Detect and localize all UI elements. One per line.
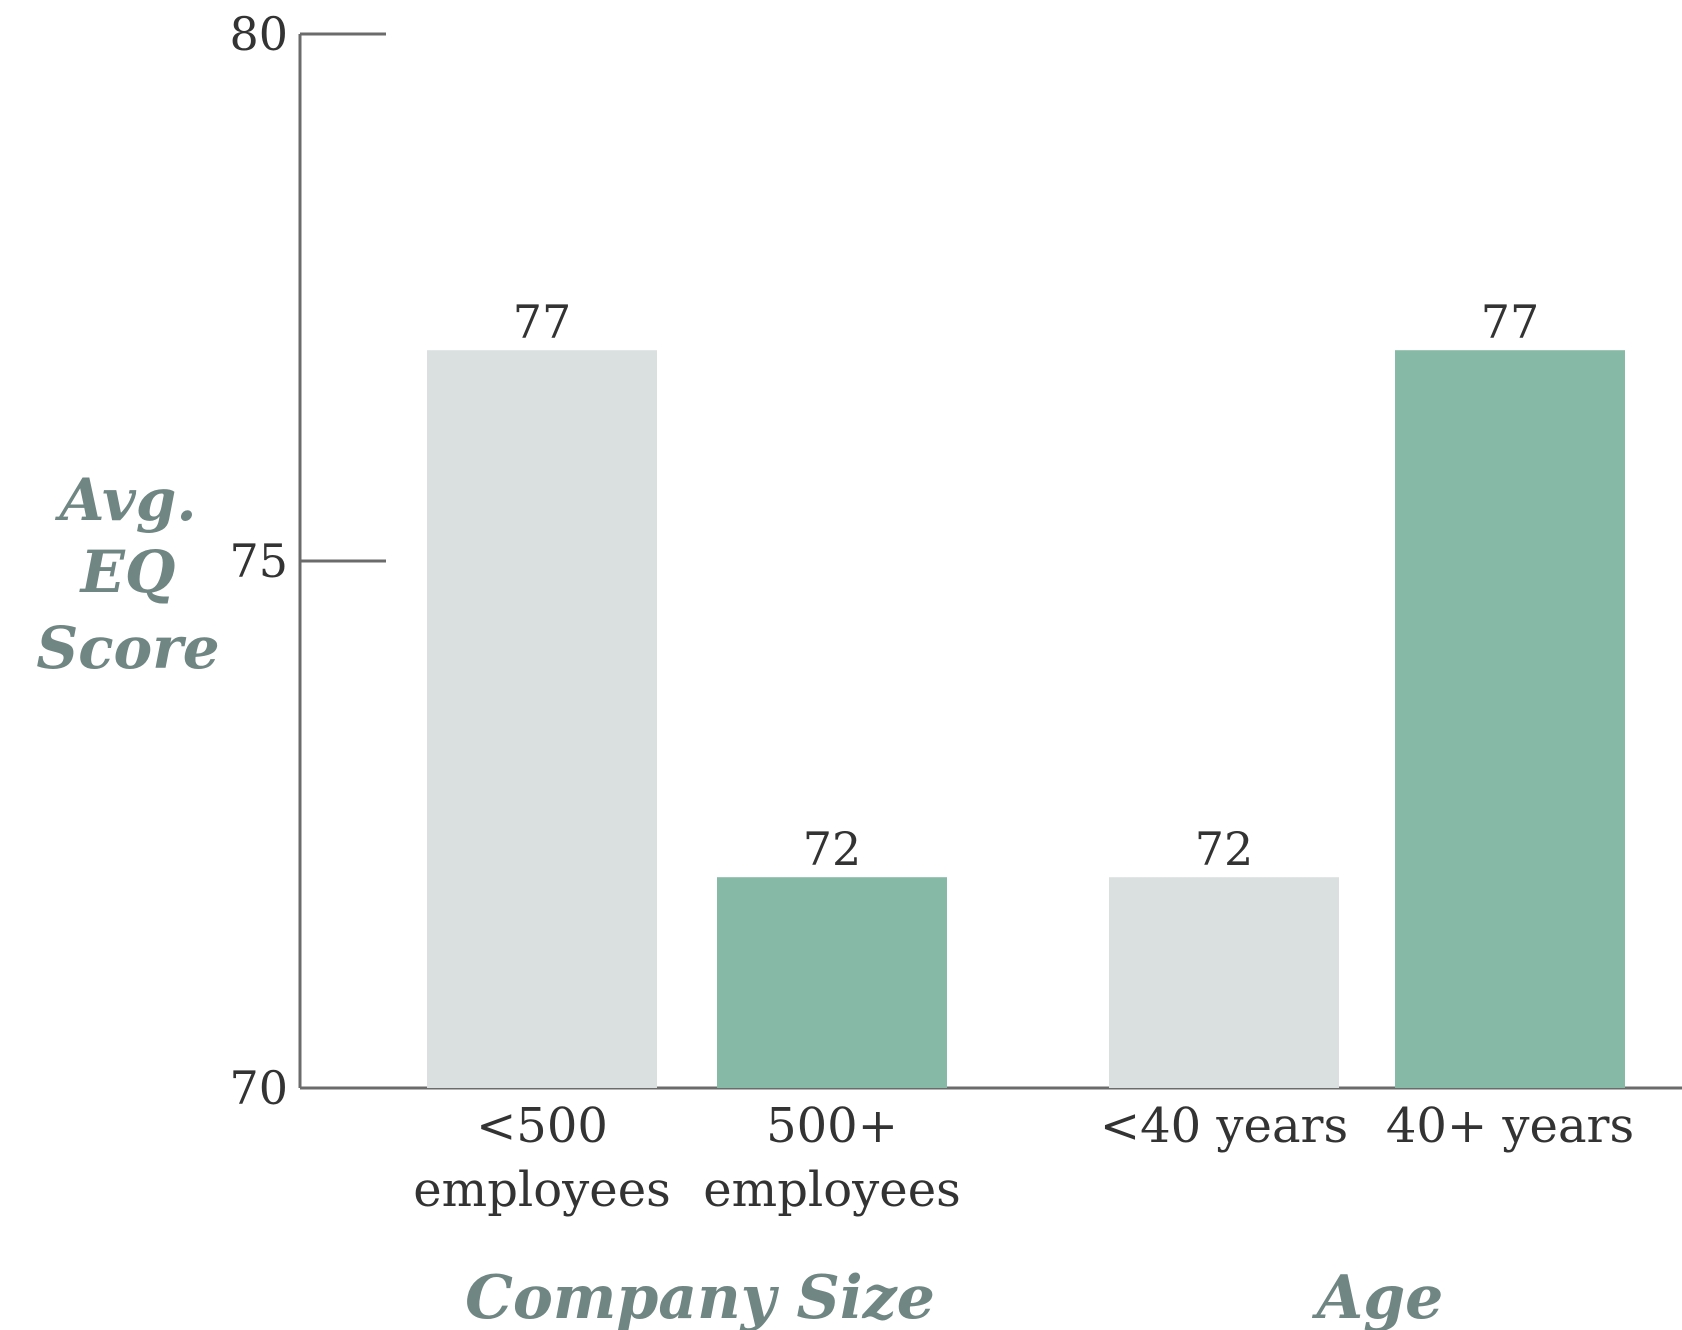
group-label-2: Age bbox=[1312, 1263, 1444, 1330]
data-label-2: 72 bbox=[803, 822, 862, 876]
labels: 77 <500 employees 72 500+ employees Company Si… bbox=[413, 295, 1634, 1330]
bar-1 bbox=[427, 350, 657, 1088]
y-tick-label-80: 80 bbox=[229, 7, 288, 61]
data-label-1: 77 bbox=[513, 295, 572, 349]
bar-3 bbox=[1109, 877, 1339, 1088]
bars bbox=[427, 350, 1625, 1088]
category-label-4-line-1: 40+ years bbox=[1386, 1098, 1634, 1154]
y-axis-title: Avg.EQ Score bbox=[36, 466, 219, 682]
data-label-4: 77 bbox=[1481, 295, 1540, 349]
data-label-3: 72 bbox=[1195, 822, 1254, 876]
category-label-2-line-2: employees bbox=[703, 1162, 960, 1218]
category-label-1-line-2: employees bbox=[413, 1162, 670, 1218]
y-axis-title-line-1: Avg. bbox=[54, 466, 196, 534]
bar-4 bbox=[1395, 350, 1625, 1088]
category-label-3-line-1: <40 years bbox=[1100, 1098, 1348, 1154]
y-tick-label-70: 70 bbox=[229, 1061, 288, 1115]
y-axis-title-line-2: EQ bbox=[79, 538, 176, 606]
group-label-1: Company Size bbox=[465, 1263, 935, 1330]
category-label-2-line-1: 500+ bbox=[766, 1098, 898, 1154]
y-tick-label-75: 75 bbox=[229, 534, 288, 588]
bar-2 bbox=[717, 877, 947, 1088]
y-axis-title-line-3: Score bbox=[36, 614, 219, 682]
category-label-1-line-1: <500 bbox=[476, 1098, 608, 1154]
